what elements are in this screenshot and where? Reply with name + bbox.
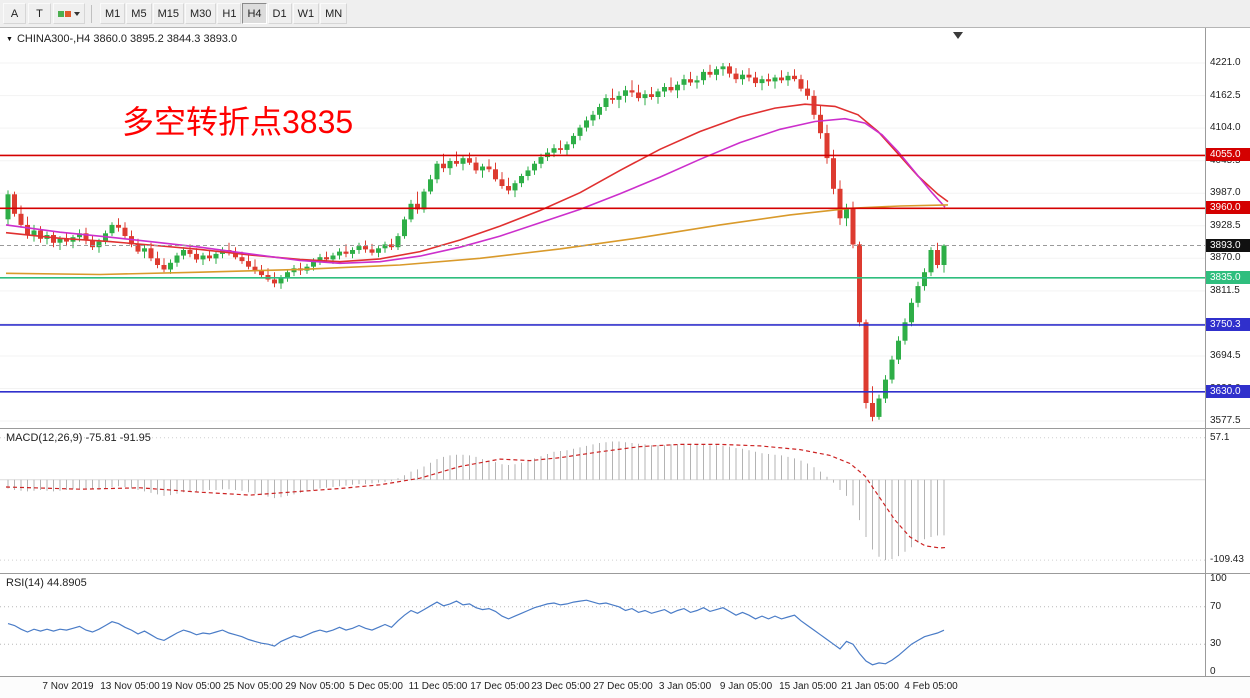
price-badge-3750.3: 3750.3 [1206,318,1250,331]
price-tick: 4221.0 [1210,57,1241,68]
macd-panel[interactable]: MACD(12,26,9) -75.81 -91.95 [0,429,1205,573]
shapes-icon [58,10,71,17]
ma-slow-orange [5,204,949,276]
rsi-tick: 30 [1210,638,1222,649]
timeframe-button-mn[interactable]: MN [320,3,348,24]
timeframe-button-h1[interactable]: H1 [217,3,242,24]
price-badge-4055.0: 4055.0 [1206,148,1250,161]
price-tick: 3694.5 [1210,350,1241,361]
time-label: 23 Dec 05:00 [531,681,591,692]
time-label: 3 Jan 05:00 [658,681,712,692]
chart-annotation: 多空转折点3835 [122,104,354,140]
toolbar-separator [91,4,92,23]
macd-signal-line [5,443,949,549]
time-label: 15 Jan 05:00 [779,681,837,692]
rsi-panel[interactable]: RSI(14) 44.8905 [0,574,1205,676]
timeframe-button-w1[interactable]: W1 [292,3,320,24]
time-label: 11 Dec 05:00 [408,681,468,692]
time-label: 4 Feb 05:00 [904,681,958,692]
macd-histogram [7,441,945,561]
macd-tick: -109.43 [1210,554,1244,565]
price-badge-3893.0: 3893.0 [1206,239,1250,252]
text-tool-button[interactable]: T [28,3,51,24]
price-tick: 4104.0 [1210,122,1241,133]
macd-axis[interactable]: 57.1 -109.43 [1206,429,1250,573]
timeframe-button-m30[interactable]: M30 [184,3,217,24]
price-tick: 3987.0 [1210,187,1241,198]
rsi-axis[interactable]: 100 70 30 0 [1206,573,1250,677]
price-tick: 3928.5 [1210,220,1241,231]
panel-separator [0,676,1250,677]
time-label: 13 Nov 05:00 [100,681,160,692]
time-label: 5 Dec 05:00 [349,681,403,692]
rsi-line [7,599,945,666]
rsi-tick: 70 [1210,601,1222,612]
ma-fast-red [5,103,949,263]
time-label: 21 Jan 05:00 [841,681,899,692]
panel-separator[interactable] [0,428,1250,429]
candlestick-chart [0,62,1205,422]
timeframe-button-m1[interactable]: M1 [100,3,126,24]
timeframe-button-m5[interactable]: M5 [126,3,152,24]
price-chart-panel[interactable]: ▼ CHINA300-,H4 3860.0 3895.2 3844.3 3893… [0,28,1205,428]
rsi-chart [0,599,1205,666]
timeframe-button-d1[interactable]: D1 [267,3,292,24]
chevron-down-icon [74,11,80,16]
chart-title-bar: ▼ CHINA300-,H4 3860.0 3895.2 3844.3 3893… [6,33,237,45]
chart-shift-marker [953,32,963,39]
macd-label: MACD(12,26,9) -75.81 -91.95 [6,432,151,444]
toolbar: A T M1 M5 M15 M30 H1 H4 D1 W1 MN [0,0,1250,28]
price-tick: 3577.5 [1210,415,1241,426]
price-tick: 3870.0 [1210,252,1241,263]
rsi-tick: 100 [1210,573,1227,584]
macd-tick: 57.1 [1210,432,1230,443]
macd-chart [0,437,1205,561]
time-label: 29 Nov 05:00 [285,681,345,692]
chart-title: CHINA300-,H4 3860.0 3895.2 3844.3 3893.0 [16,33,238,45]
price-tick: 4162.5 [1210,90,1241,101]
time-label: 7 Nov 2019 [42,681,94,692]
timeframe-group: M1 M5 M15 M30 H1 H4 D1 W1 MN [100,3,348,24]
rsi-tick: 0 [1210,666,1216,677]
time-label: 27 Dec 05:00 [593,681,653,692]
time-axis[interactable]: 7 Nov 2019 13 Nov 05:00 19 Nov 05:00 25 Nov… [0,677,1250,698]
time-label: 17 Dec 05:00 [470,681,530,692]
time-label: 19 Nov 05:00 [161,681,221,692]
axis-border [1205,28,1206,677]
symbol-dropdown-icon: ▼ [6,35,13,43]
time-label: 25 Nov 05:00 [223,681,283,692]
price-axis[interactable]: 4221.04162.54104.04045.53987.03928.53870… [1206,28,1250,428]
ma-mid-magenta [5,117,946,265]
timeframe-button-m15[interactable]: M15 [152,3,184,24]
price-badge-3630.0: 3630.0 [1206,385,1250,398]
rsi-label: RSI(14) 44.8905 [6,577,87,589]
panel-separator[interactable] [0,573,1250,574]
timeframe-button-h4[interactable]: H4 [242,3,267,24]
price-badge-3960.0: 3960.0 [1206,201,1250,214]
price-badge-3835.0: 3835.0 [1206,271,1250,284]
time-label: 9 Jan 05:00 [719,681,773,692]
objects-dropdown-button[interactable] [53,3,85,24]
price-tick: 3811.5 [1210,285,1240,296]
font-tool-button[interactable]: A [3,3,26,24]
